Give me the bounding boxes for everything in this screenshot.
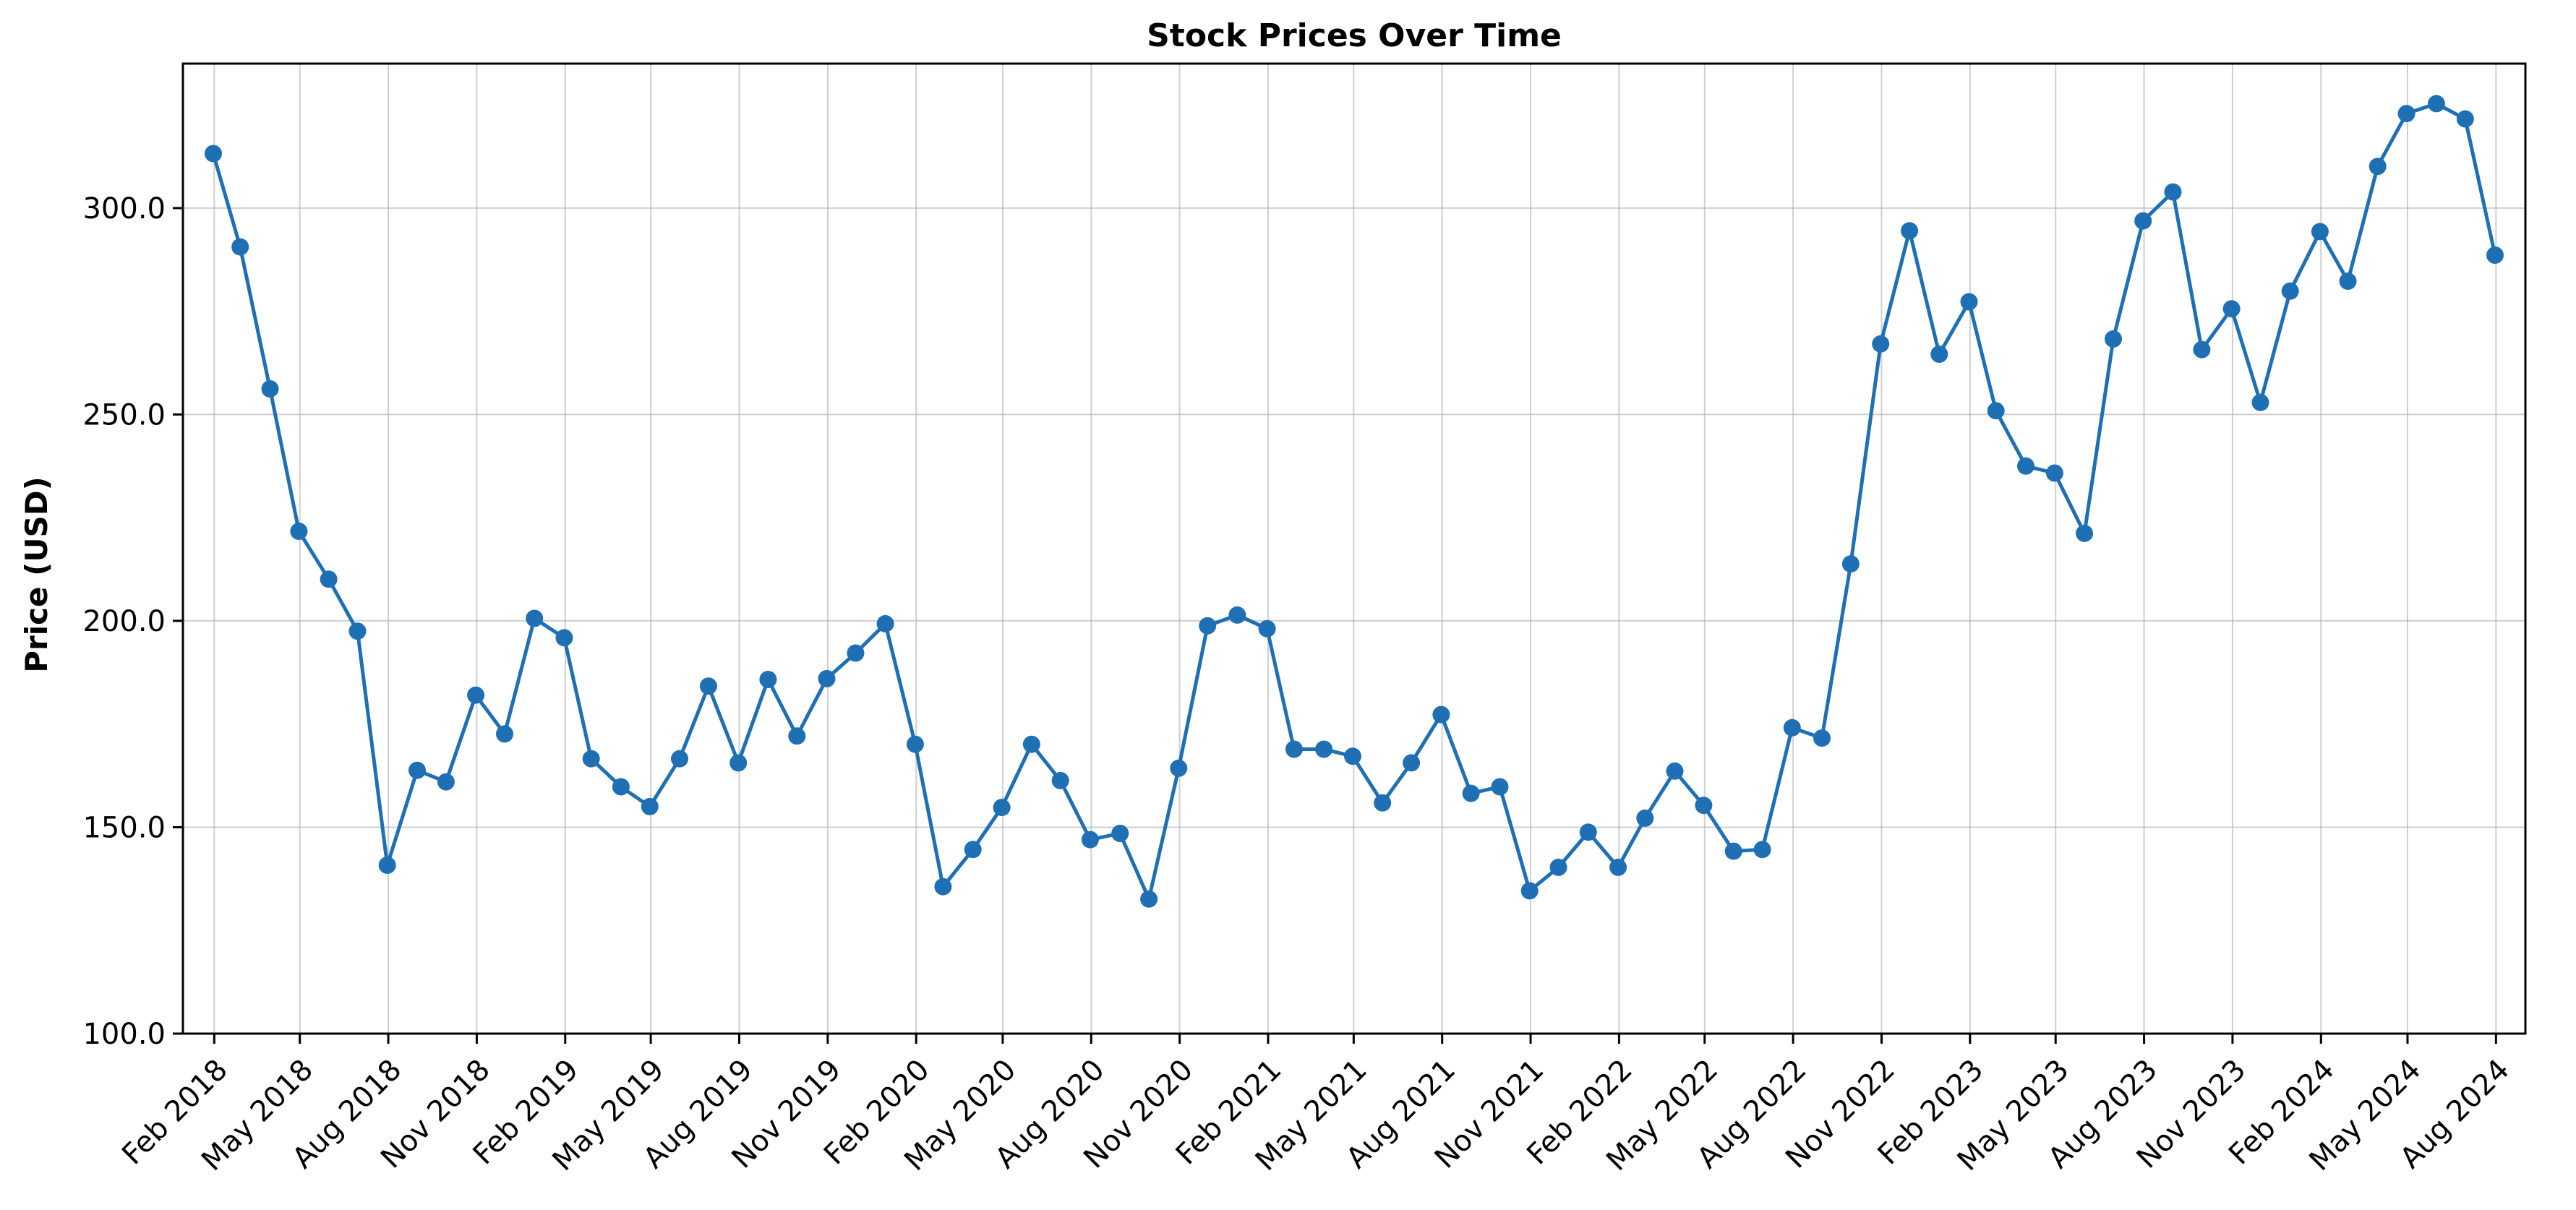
data-point (1170, 759, 1188, 777)
data-point (2222, 300, 2241, 318)
data-point (1549, 858, 1567, 876)
data-point (582, 750, 600, 768)
data-point (1783, 718, 1801, 737)
data-point (261, 380, 279, 398)
data-point (1344, 747, 1361, 765)
grid (183, 64, 2525, 1034)
data-point (1285, 740, 1303, 758)
data-point (1022, 735, 1040, 753)
data-point (1051, 771, 1069, 789)
data-point (1432, 705, 1450, 724)
data-point (1695, 797, 1713, 815)
data-point (1491, 778, 1509, 796)
data-point (348, 622, 367, 640)
data-point (2311, 223, 2329, 241)
data-point (2397, 105, 2415, 123)
data-point (1813, 729, 1831, 747)
data-point (1872, 335, 1890, 353)
data-point (2369, 158, 2387, 176)
data-point (1315, 740, 1333, 758)
data-point (1111, 825, 1129, 842)
data-point (964, 841, 982, 859)
data-point (1258, 619, 1276, 638)
data-point (231, 238, 249, 256)
data-point (847, 644, 865, 662)
data-point (1140, 890, 1158, 908)
data-point (437, 773, 455, 791)
data-point (1960, 293, 1978, 311)
data-point (729, 754, 748, 772)
y-tick-label: 250.0 (82, 398, 166, 432)
data-point (788, 727, 806, 745)
data-point (993, 799, 1011, 817)
y-tick-label: 200.0 (82, 605, 166, 638)
data-point (2076, 524, 2094, 542)
y-tick-label: 100.0 (82, 1018, 166, 1051)
data-point (1579, 823, 1597, 841)
data-point (2251, 393, 2269, 411)
data-point (1609, 858, 1627, 876)
data-point (2164, 183, 2182, 201)
data-point (2456, 110, 2474, 128)
data-point (496, 725, 513, 743)
data-point (2486, 246, 2504, 264)
data-point (1987, 402, 2005, 420)
data-point (290, 523, 308, 540)
plot-frame (181, 62, 2527, 1035)
chart-title: Stock Prices Over Time (1147, 17, 1562, 54)
data-point (1930, 346, 1948, 363)
data-point (467, 686, 485, 704)
y-tick-label: 300.0 (82, 192, 166, 226)
y-tick-label: 150.0 (82, 811, 166, 844)
data-point (2427, 95, 2445, 113)
data-point (2339, 273, 2357, 290)
data-point (1636, 809, 1654, 827)
data-point (1753, 841, 1771, 859)
data-point (906, 735, 924, 753)
series-layer (205, 95, 2504, 908)
data-point (1724, 842, 1742, 860)
data-point (320, 570, 338, 588)
data-point (555, 629, 573, 647)
data-point (2105, 330, 2122, 348)
data-point (526, 609, 544, 627)
data-point (876, 614, 894, 632)
data-point (2281, 282, 2299, 300)
data-point (2017, 457, 2034, 475)
data-point (1666, 762, 1684, 780)
data-point (934, 878, 952, 896)
data-point (818, 669, 836, 687)
data-point (2045, 464, 2063, 482)
data-point (1199, 617, 1217, 635)
data-point (2193, 340, 2211, 359)
data-point (1228, 606, 1246, 624)
data-point (1520, 882, 1539, 900)
data-point (641, 797, 659, 815)
data-point (1841, 555, 1860, 573)
data-point (759, 671, 777, 688)
data-point (1081, 831, 1099, 849)
y-axis-label: Price (USD) (19, 476, 54, 673)
data-point (699, 677, 717, 695)
data-point (671, 750, 688, 768)
data-point (378, 857, 396, 874)
data-point (1374, 794, 1392, 812)
data-point (205, 145, 222, 163)
data-point (1901, 222, 1919, 240)
data-point (612, 778, 630, 796)
data-point (1462, 784, 1480, 802)
data-point (1403, 754, 1421, 772)
data-point (2134, 212, 2152, 230)
data-point (408, 761, 426, 779)
